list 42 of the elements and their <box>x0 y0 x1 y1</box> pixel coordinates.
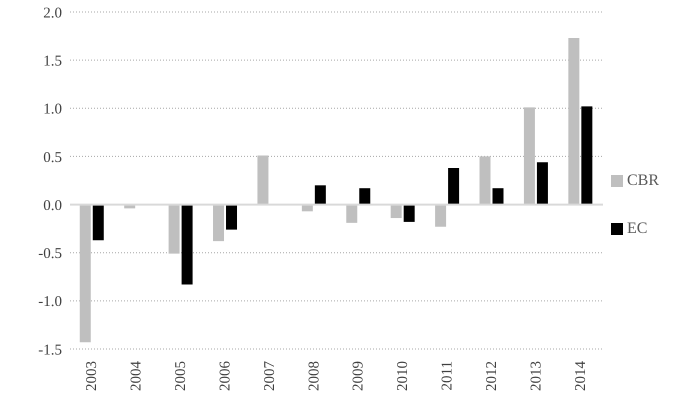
bar <box>226 204 238 230</box>
bar <box>346 204 358 223</box>
bar <box>435 204 446 227</box>
bar <box>359 188 370 205</box>
bar <box>390 204 402 218</box>
legend-label: CBR <box>626 172 659 188</box>
x-tick-label: 2008 <box>306 361 322 391</box>
x-tick-label: 2010 <box>395 361 412 391</box>
bar <box>524 107 535 205</box>
bar <box>581 106 592 205</box>
x-tick-label: 2003 <box>84 361 100 391</box>
bar <box>448 168 460 205</box>
x-tick-label: 2005 <box>173 361 190 391</box>
y-tick-label: -0.5 <box>38 246 62 262</box>
x-tick-label: 2011 <box>440 361 456 390</box>
x-tick-label: 2007 <box>262 360 278 391</box>
bar <box>492 188 504 205</box>
y-tick-label: -1.5 <box>38 342 62 358</box>
bar <box>404 204 415 222</box>
x-tick-label: 2009 <box>350 361 367 391</box>
bar <box>80 204 91 342</box>
x-tick-label: 2012 <box>484 361 500 391</box>
y-tick-label: 1.5 <box>43 53 62 70</box>
bar <box>168 204 180 254</box>
y-tick-label: -1.0 <box>38 294 62 310</box>
bar <box>568 38 580 205</box>
bar <box>92 204 104 240</box>
x-tick-label: 2004 <box>128 360 145 391</box>
bar <box>480 156 491 205</box>
x-tick-label: 2014 <box>572 360 589 391</box>
y-tick-label: 2.0 <box>43 5 62 22</box>
x-tick-label: 2006 <box>217 360 234 391</box>
y-tick-label: 1.0 <box>43 102 62 118</box>
bar <box>536 162 548 205</box>
legend-label: EC <box>626 220 648 236</box>
y-tick-label: 0.0 <box>43 198 62 214</box>
bar <box>213 204 224 242</box>
bar <box>182 204 193 284</box>
x-tick-label: 2013 <box>528 361 544 391</box>
bar <box>314 185 326 205</box>
bar <box>257 155 268 205</box>
y-tick-label: 0.5 <box>43 150 62 166</box>
